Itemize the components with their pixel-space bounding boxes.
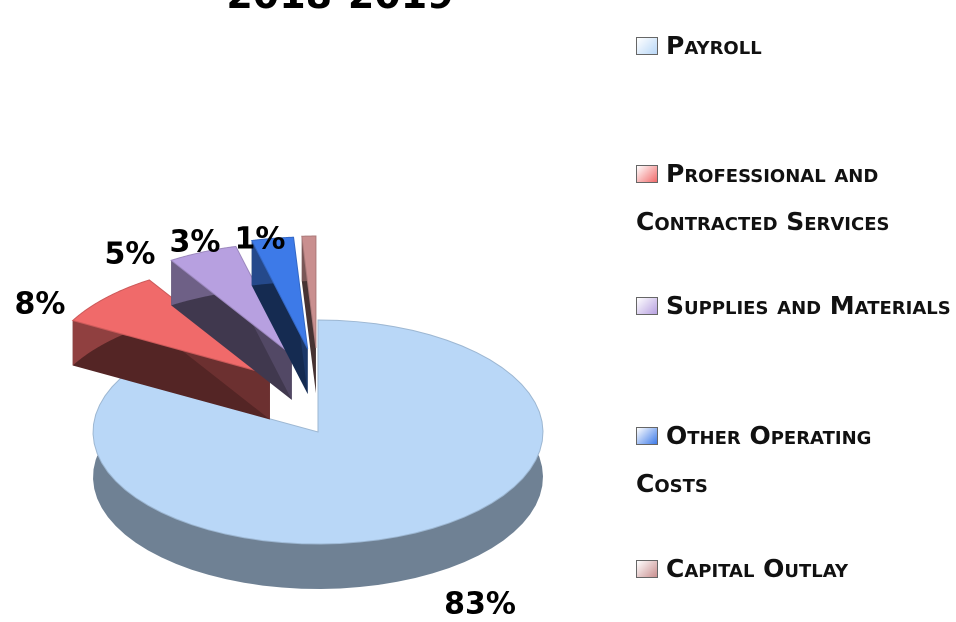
- legend-item: Payroll: [636, 22, 951, 70]
- slice: [250, 236, 309, 395]
- legend-label: Capital Outlay: [666, 554, 849, 583]
- pie-slice: [71, 279, 271, 375]
- data-label: 1%: [235, 222, 286, 257]
- data-label: 83%: [444, 587, 516, 622]
- slice: [71, 279, 271, 420]
- chart-title: 2018-2019: [226, 0, 453, 17]
- pie-slice: [250, 236, 309, 350]
- legend-item: Supplies and Materials: [636, 282, 951, 330]
- legend-label: Professional and Contracted Services: [636, 159, 890, 236]
- pie-slice: [170, 245, 293, 356]
- slice: [301, 235, 317, 394]
- legend-swatch: [636, 560, 658, 578]
- pie-slice: [301, 235, 317, 349]
- data-label: 3%: [170, 225, 221, 260]
- data-label: 8%: [15, 287, 66, 322]
- pie-slice: [92, 319, 544, 545]
- legend-swatch: [636, 427, 658, 445]
- data-label: 5%: [105, 237, 156, 272]
- legend-swatch: [636, 37, 658, 55]
- slice: [92, 319, 544, 589]
- legend-item: Professional and Contracted Services: [636, 150, 951, 246]
- legend-label: Supplies and Materials: [666, 291, 951, 320]
- legend-item: Other Operating Costs: [636, 412, 951, 508]
- slice: [170, 245, 293, 400]
- slice-side: [72, 320, 270, 420]
- legend-label: Other Operating Costs: [636, 421, 872, 498]
- legend-swatch: [636, 297, 658, 315]
- legend-swatch: [636, 165, 658, 183]
- legend-label: Payroll: [666, 31, 762, 60]
- legend-item: Capital Outlay: [636, 545, 951, 593]
